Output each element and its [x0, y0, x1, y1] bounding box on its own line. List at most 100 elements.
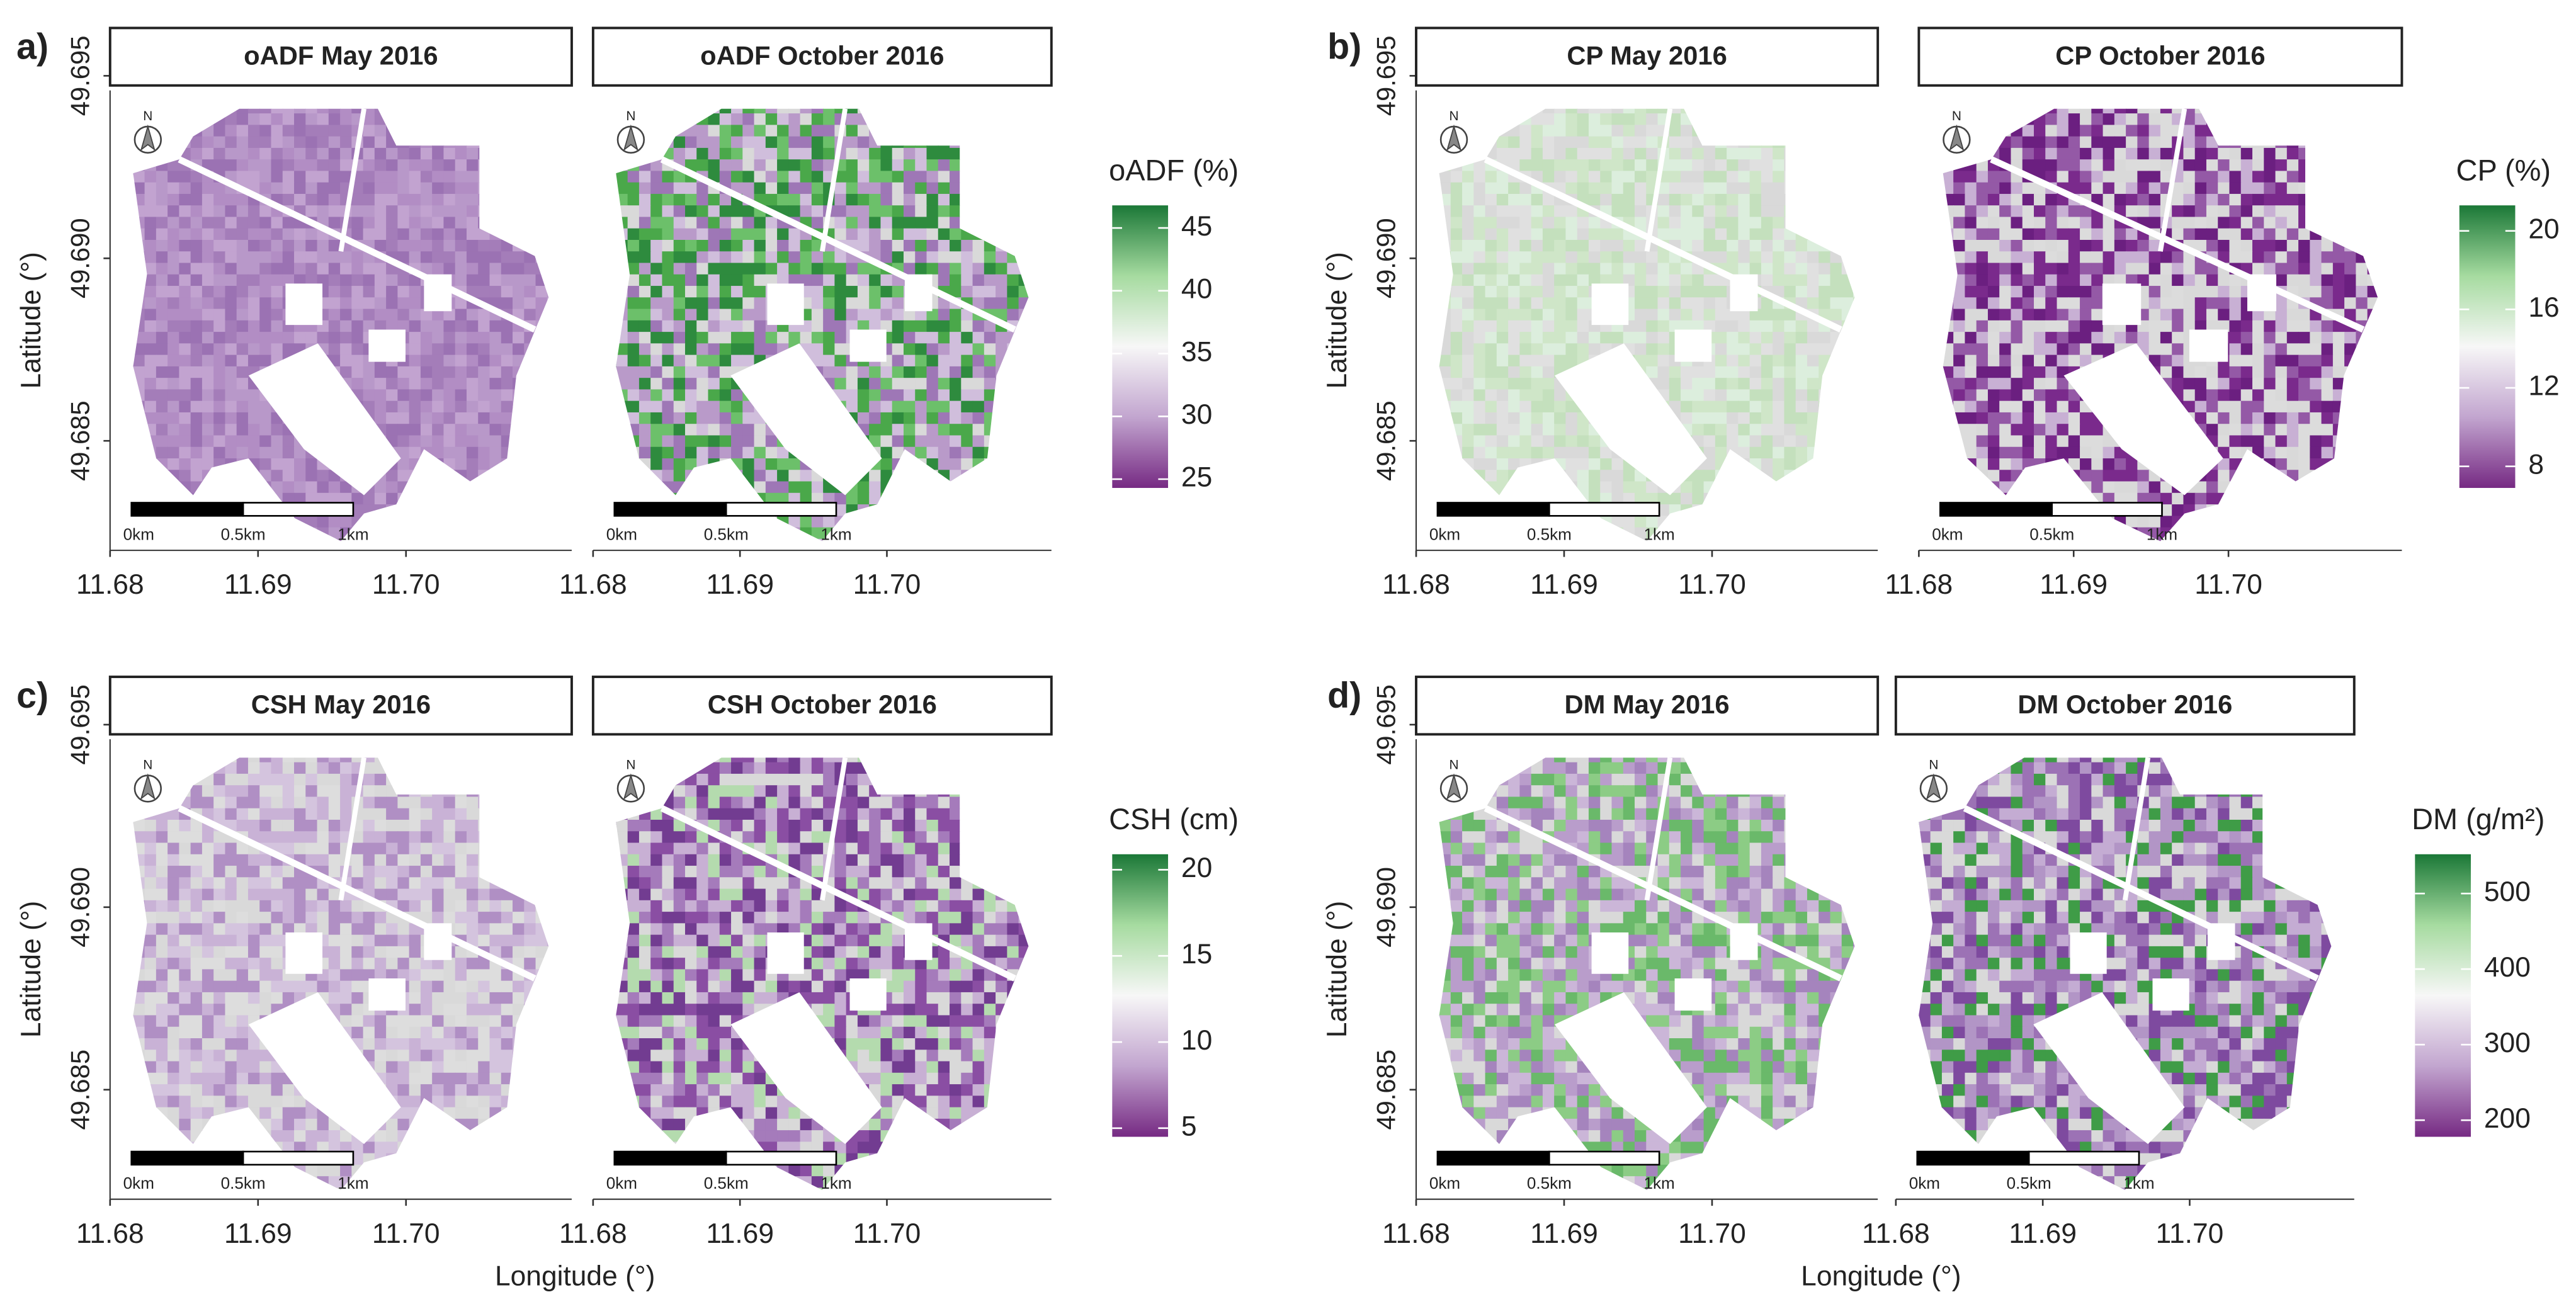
raster-cell: [593, 320, 605, 332]
raster-cell: [122, 217, 133, 229]
raster-cell: [1019, 275, 1031, 286]
raster-cell: [489, 470, 501, 482]
raster-cell: [432, 424, 444, 436]
raster-cell: [443, 343, 455, 355]
raster-cell: [938, 91, 950, 103]
raster-cell: [501, 412, 513, 424]
raster-cell: [984, 113, 996, 125]
raster-cell: [1784, 148, 1796, 160]
raster-cell: [685, 355, 697, 367]
raster-cell: [386, 229, 398, 241]
raster-cell: [1727, 401, 1739, 413]
raster-cell: [904, 125, 916, 137]
raster-cell: [455, 482, 467, 494]
raster-cell: [604, 470, 616, 482]
raster-cell: [524, 194, 536, 206]
raster-cell: [1681, 504, 1693, 516]
raster-cell: [156, 435, 168, 447]
raster-cell: [133, 183, 145, 195]
raster-cell: [1497, 263, 1509, 275]
raster-cell: [1041, 504, 1053, 516]
raster-cell: [524, 378, 536, 390]
raster-cell: [317, 137, 329, 149]
raster-cell: [110, 424, 122, 436]
raster-cell: [145, 458, 157, 470]
raster-cell: [1589, 194, 1601, 206]
raster-cell: [1007, 401, 1019, 413]
raster-cell: [1876, 297, 1888, 309]
raster-cell: [1750, 251, 1762, 263]
y-tick-label: 49.690: [65, 218, 94, 298]
raster-cell: [386, 194, 398, 206]
raster-cell: [1473, 320, 1485, 332]
raster-cell: [996, 435, 1007, 447]
raster-cell: [973, 159, 985, 171]
raster-cell: [1761, 435, 1773, 447]
raster-cell: [1864, 251, 1876, 263]
raster-cell: [1681, 240, 1693, 252]
raster-cell: [478, 183, 490, 195]
raster-cell: [1773, 389, 1784, 401]
raster-cell: [1007, 378, 1019, 390]
raster-cell: [421, 355, 433, 367]
raster-cell: [386, 539, 398, 551]
x-tick-label: 11.70: [1678, 569, 1746, 600]
raster-cell: [1554, 389, 1566, 401]
raster-cell: [685, 137, 697, 149]
raster-cell: [880, 401, 892, 413]
raster-cell: [259, 320, 271, 332]
panel-label: a): [16, 27, 48, 67]
raster-cell: [1019, 171, 1031, 183]
raster-cell: [1773, 355, 1784, 367]
raster-cell: [1658, 251, 1670, 263]
raster-cell: [812, 91, 824, 103]
raster-cell: [1473, 458, 1485, 470]
raster-cell: [536, 516, 548, 528]
raster-cell: [1451, 286, 1463, 298]
raster-cell: [1738, 343, 1750, 355]
raster-cell: [443, 251, 455, 263]
raster-cell: [984, 205, 996, 217]
raster-cell: [1041, 378, 1053, 390]
raster-cell: [1842, 412, 1854, 424]
raster-cell: [915, 355, 927, 367]
raster-cell: [570, 493, 582, 505]
raster-cell: [443, 102, 455, 114]
raster-cell: [513, 332, 525, 344]
raster-cell: [1876, 159, 1888, 171]
raster-cell: [397, 205, 409, 217]
raster-cell: [766, 458, 778, 470]
raster-cell: [604, 412, 616, 424]
raster-cell: [616, 470, 628, 482]
raster-cell: [455, 205, 467, 217]
raster-cell: [191, 194, 203, 206]
raster-cell: [1427, 194, 1439, 206]
raster-cell: [662, 240, 674, 252]
raster-cell: [662, 91, 674, 103]
raster-cell: [524, 286, 536, 298]
raster-cell: [973, 91, 985, 103]
raster-cell: [133, 217, 145, 229]
raster-cell: [685, 412, 697, 424]
raster-cell: [754, 320, 766, 332]
raster-cell: [1600, 516, 1612, 528]
raster-cell: [938, 229, 950, 241]
raster-cell: [996, 148, 1007, 160]
raster-cell: [1830, 539, 1842, 551]
raster-cell: [501, 401, 513, 413]
raster-cell: [973, 355, 985, 367]
raster-cell: [1007, 183, 1019, 195]
raster-cell: [616, 183, 628, 195]
raster-cell: [1876, 343, 1888, 355]
raster-cell: [237, 355, 249, 367]
raster-cell: [1635, 205, 1647, 217]
raster-cell: [1864, 240, 1876, 252]
raster-cell: [973, 528, 985, 540]
raster-cell: [1030, 240, 1042, 252]
raster-cell: [650, 435, 662, 447]
raster-cell: [1784, 229, 1796, 241]
y-tick-label: 49.690: [1371, 218, 1401, 298]
raster-cell: [1773, 148, 1784, 160]
raster-cell: [1876, 332, 1888, 344]
raster-cell: [547, 194, 559, 206]
